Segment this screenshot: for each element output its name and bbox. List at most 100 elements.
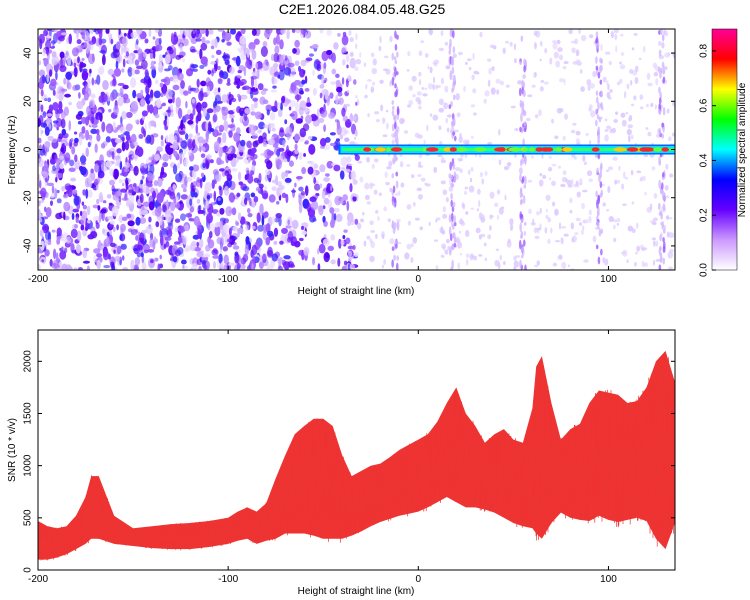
heatmap-cell (39, 126, 43, 137)
heatmap-cell (400, 182, 405, 188)
heatmap-cell (658, 30, 661, 35)
heatmap-cell (590, 110, 596, 118)
heatmap-cell (52, 248, 57, 260)
heatmap-cell (613, 29, 619, 34)
heatmap-cell (253, 38, 260, 45)
heatmap-cell (279, 240, 284, 245)
heatmap-cell (279, 39, 284, 50)
heatmap-cell (40, 89, 44, 97)
heatmap-cell (73, 267, 78, 270)
heatmap-cell (190, 48, 197, 53)
heatmap-cell (570, 129, 576, 134)
heatmap-cell (291, 110, 298, 121)
heatmap-cell (46, 71, 50, 83)
heatmap-cell (340, 239, 345, 246)
heatmap-cell (562, 135, 566, 141)
heatmap-cell (51, 51, 57, 58)
heatmap-cell (234, 252, 240, 264)
heatmap-cell (125, 123, 133, 132)
heatmap-cell (133, 141, 138, 147)
heatmap-cell (146, 182, 153, 188)
heatmap-cell (66, 81, 72, 90)
heatmap-cell (634, 261, 637, 267)
heatmap-cell (496, 214, 500, 220)
heatmap-cell (202, 162, 206, 169)
heatmap-cell (110, 91, 115, 102)
y-tick-label: 0 (23, 146, 34, 152)
heatmap-cell (326, 29, 332, 37)
heatmap-cell (357, 160, 363, 164)
heatmap-cell (627, 135, 631, 143)
heatmap-cell (277, 257, 281, 264)
heatmap-cell (156, 98, 162, 109)
heatmap-cell (56, 236, 61, 240)
colorbar-tick-label: 0.4 (699, 153, 710, 167)
heatmap-cell (639, 106, 644, 110)
heatmap-cell (278, 184, 285, 191)
heatmap-cell (274, 45, 280, 55)
heatmap-cell (613, 118, 618, 123)
heatmap-cell (218, 124, 225, 133)
heatmap-cell (140, 167, 147, 175)
heatmap-cell (281, 227, 288, 234)
heatmap-cell (148, 97, 153, 102)
heatmap-cell (317, 117, 325, 124)
snr-area (38, 350, 675, 560)
heatmap-cell (214, 201, 220, 205)
heatmap-cell (99, 154, 104, 165)
heatmap-cell (179, 29, 184, 36)
heatmap-cell (336, 124, 342, 136)
heatmap-cell (55, 161, 60, 172)
heatmap-cell (472, 88, 477, 94)
heatmap-cell (385, 181, 390, 186)
heatmap-cell (440, 159, 447, 164)
heatmap-cell (347, 89, 350, 93)
heatmap-cell (298, 65, 302, 72)
heatmap-cell (471, 255, 477, 259)
heatmap-cell (87, 219, 91, 224)
heatmap-cell (547, 238, 551, 245)
heatmap-cell (279, 256, 283, 262)
heatmap-cell (41, 74, 46, 84)
heatmap-cell (248, 41, 256, 51)
heatmap-cell (408, 85, 413, 91)
snr-y-axis-label: SNR (10 * v/v) (7, 418, 18, 482)
heatmap-cell (607, 186, 611, 193)
heatmap-cell (347, 163, 353, 167)
heatmap-cell (569, 197, 573, 204)
heatmap-cell (595, 227, 601, 230)
heatmap-cell (318, 243, 326, 254)
heatmap-cell (658, 86, 661, 94)
heatmap-cell (166, 117, 169, 128)
heatmap-cell (54, 154, 58, 162)
signal-hotspot (562, 147, 573, 152)
heatmap-cell (272, 85, 277, 89)
heatmap-cell (96, 198, 100, 205)
heatmap-cell (217, 197, 221, 202)
heatmap-cell (513, 43, 517, 51)
heatmap-cell (383, 206, 388, 212)
heatmap-cell (440, 77, 444, 85)
heatmap-cell (190, 64, 199, 69)
heatmap-cell (522, 81, 526, 88)
heatmap-cell (250, 111, 256, 116)
heatmap-cell (465, 211, 469, 215)
heatmap-cell (449, 233, 453, 242)
heatmap-cell (86, 265, 90, 270)
heatmap-cell (208, 29, 214, 35)
heatmap-cell (61, 185, 66, 192)
heatmap-cell (168, 133, 175, 144)
heatmap-cell (276, 134, 280, 144)
heatmap-cell (393, 56, 397, 61)
heatmap-cell (88, 53, 96, 65)
heatmap-cell (263, 149, 268, 159)
heatmap-cell (205, 40, 211, 44)
heatmap-cell (68, 101, 72, 106)
heatmap-cell (277, 265, 283, 270)
heatmap-cell (294, 39, 300, 48)
heatmap-cell (284, 98, 291, 104)
heatmap-cell (151, 190, 157, 200)
heatmap-cell (519, 211, 523, 220)
heatmap-cell (440, 226, 444, 233)
heatmap-cell (214, 225, 221, 237)
